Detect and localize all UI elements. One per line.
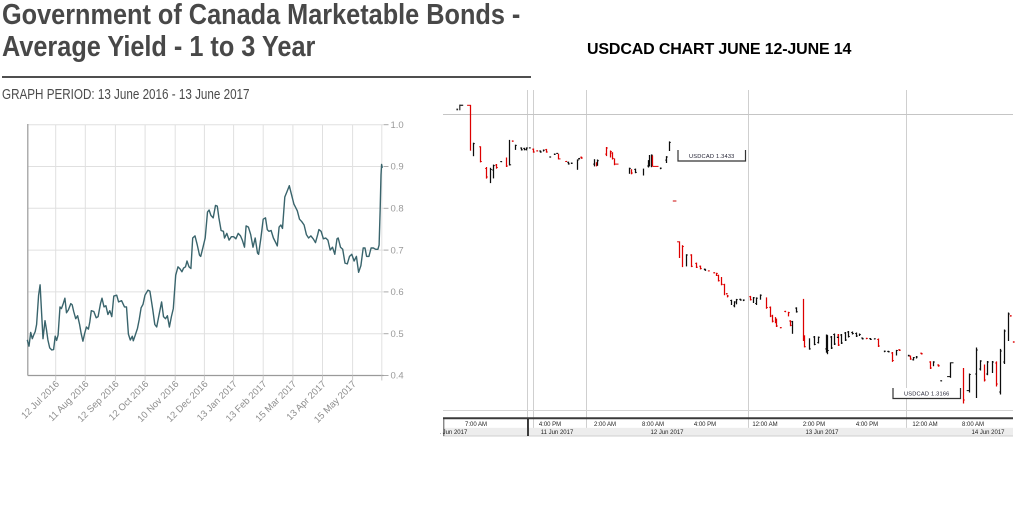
svg-text:12:00 AM: 12:00 AM — [752, 422, 777, 428]
svg-text:4:00 PM: 4:00 PM — [694, 422, 716, 428]
svg-text:12 Jun 2017: 12 Jun 2017 — [650, 430, 684, 436]
svg-text:12:00 AM: 12:00 AM — [912, 422, 937, 428]
svg-text:4:00 PM: 4:00 PM — [856, 422, 878, 428]
svg-text:2:00 AM: 2:00 AM — [594, 422, 616, 428]
svg-text:0.7: 0.7 — [391, 245, 404, 256]
svg-text:0.8: 0.8 — [391, 204, 404, 215]
svg-text:13 Jun 2017: 13 Jun 2017 — [805, 430, 839, 436]
svg-text:14 Jun 2017: 14 Jun 2017 — [971, 430, 1005, 436]
svg-text:1.0: 1.0 — [391, 120, 404, 131]
svg-text:7:00 AM: 7:00 AM — [465, 422, 487, 428]
svg-text:8:00 AM: 8:00 AM — [962, 422, 984, 428]
svg-text:0.9: 0.9 — [391, 162, 404, 173]
svg-text:USDCAD 1.3166: USDCAD 1.3166 — [904, 392, 950, 398]
svg-text:2:00 PM: 2:00 PM — [803, 422, 825, 428]
svg-text:USDCAD 1.3433: USDCAD 1.3433 — [689, 154, 735, 160]
svg-text:11 Jun 2017: 11 Jun 2017 — [541, 430, 574, 436]
svg-text:0.4: 0.4 — [391, 371, 404, 382]
svg-text:8:00 AM: 8:00 AM — [642, 422, 664, 428]
svg-text:0.5: 0.5 — [391, 329, 404, 340]
svg-text:11 Jun 2017: 11 Jun 2017 — [440, 430, 468, 436]
svg-text:0.6: 0.6 — [391, 287, 404, 298]
svg-text:4:00 PM: 4:00 PM — [539, 422, 561, 428]
